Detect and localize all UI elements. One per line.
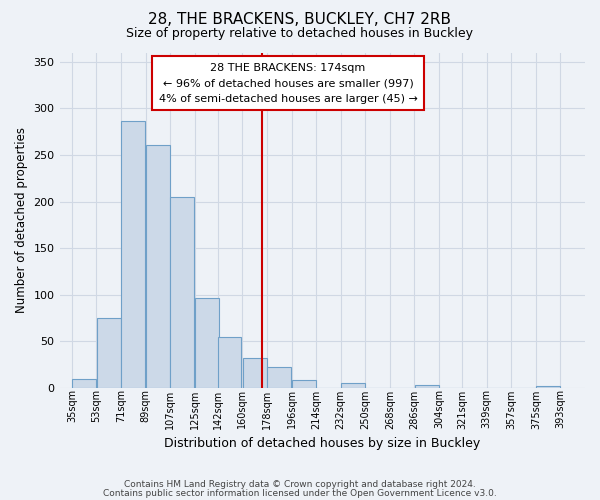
Text: 28, THE BRACKENS, BUCKLEY, CH7 2RB: 28, THE BRACKENS, BUCKLEY, CH7 2RB xyxy=(149,12,452,28)
Bar xyxy=(72,378,96,388)
Bar xyxy=(415,385,439,388)
Bar xyxy=(267,368,292,388)
Bar xyxy=(536,386,560,388)
Bar xyxy=(242,358,267,388)
Text: Size of property relative to detached houses in Buckley: Size of property relative to detached ho… xyxy=(127,28,473,40)
Y-axis label: Number of detached properties: Number of detached properties xyxy=(15,127,28,313)
Bar xyxy=(146,144,170,388)
Bar xyxy=(292,380,316,388)
Bar xyxy=(341,383,365,388)
Bar xyxy=(121,120,145,388)
Bar xyxy=(195,298,219,388)
Text: Contains HM Land Registry data © Crown copyright and database right 2024.: Contains HM Land Registry data © Crown c… xyxy=(124,480,476,489)
Bar xyxy=(218,336,241,388)
Text: Contains public sector information licensed under the Open Government Licence v3: Contains public sector information licen… xyxy=(103,489,497,498)
Bar xyxy=(170,197,194,388)
X-axis label: Distribution of detached houses by size in Buckley: Distribution of detached houses by size … xyxy=(164,437,481,450)
Bar xyxy=(97,318,121,388)
Text: 28 THE BRACKENS: 174sqm
← 96% of detached houses are smaller (997)
4% of semi-de: 28 THE BRACKENS: 174sqm ← 96% of detache… xyxy=(158,62,418,104)
